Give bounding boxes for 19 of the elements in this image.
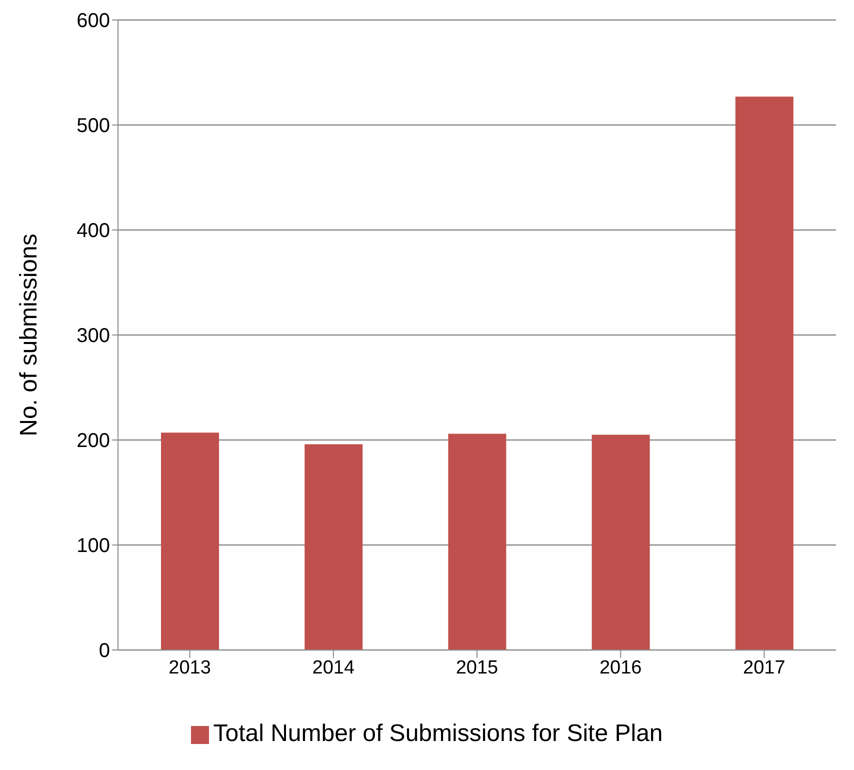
bar xyxy=(161,432,219,650)
bar xyxy=(448,434,506,650)
x-tick-label: 2013 xyxy=(168,657,211,678)
y-tick-label: 200 xyxy=(76,430,110,452)
x-tick-label: 2017 xyxy=(743,657,786,678)
x-tick-label: 2015 xyxy=(456,657,498,678)
legend-label: Total Number of Submissions for Site Plan xyxy=(213,720,663,747)
bar xyxy=(304,444,363,650)
bar xyxy=(592,434,650,650)
y-tick-label: 500 xyxy=(76,115,110,138)
y-tick-label: 400 xyxy=(76,220,110,242)
y-tick-label: 600 xyxy=(76,10,110,32)
y-tick-label: 0 xyxy=(98,640,110,662)
y-tick-label: 300 xyxy=(76,325,110,348)
x-tick-label: 2016 xyxy=(599,657,642,678)
x-tick-label: 2014 xyxy=(312,657,355,678)
y-tick-label: 100 xyxy=(76,535,110,558)
bar xyxy=(735,96,794,650)
y-axis-title: No. of submissions xyxy=(16,234,43,436)
